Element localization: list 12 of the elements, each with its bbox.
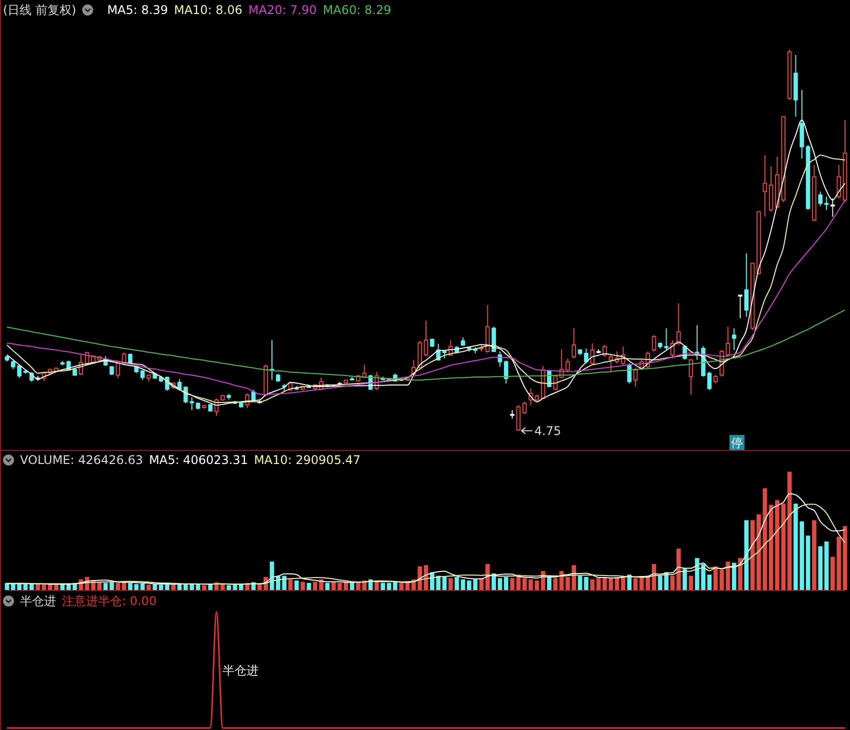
text: MA5: 406023.31 xyxy=(149,453,248,467)
annotation: 半仓进 xyxy=(222,664,258,678)
chart-title: VOLUME: 426426.63 xyxy=(20,453,143,467)
text: MA10: 290905.47 xyxy=(254,453,361,467)
chart-title: 半仓进 xyxy=(20,594,56,608)
text: 注意进半仓: 0.00 xyxy=(62,594,157,608)
text: MA20: 7.90 xyxy=(248,3,317,17)
text: MA5: 8.39 xyxy=(107,3,168,17)
text: MA10: 8.06 xyxy=(174,3,242,17)
text: MA60: 8.29 xyxy=(322,3,392,17)
chart-title: (日线 前复权) xyxy=(3,3,76,17)
annotation: 4.75 xyxy=(534,424,562,438)
